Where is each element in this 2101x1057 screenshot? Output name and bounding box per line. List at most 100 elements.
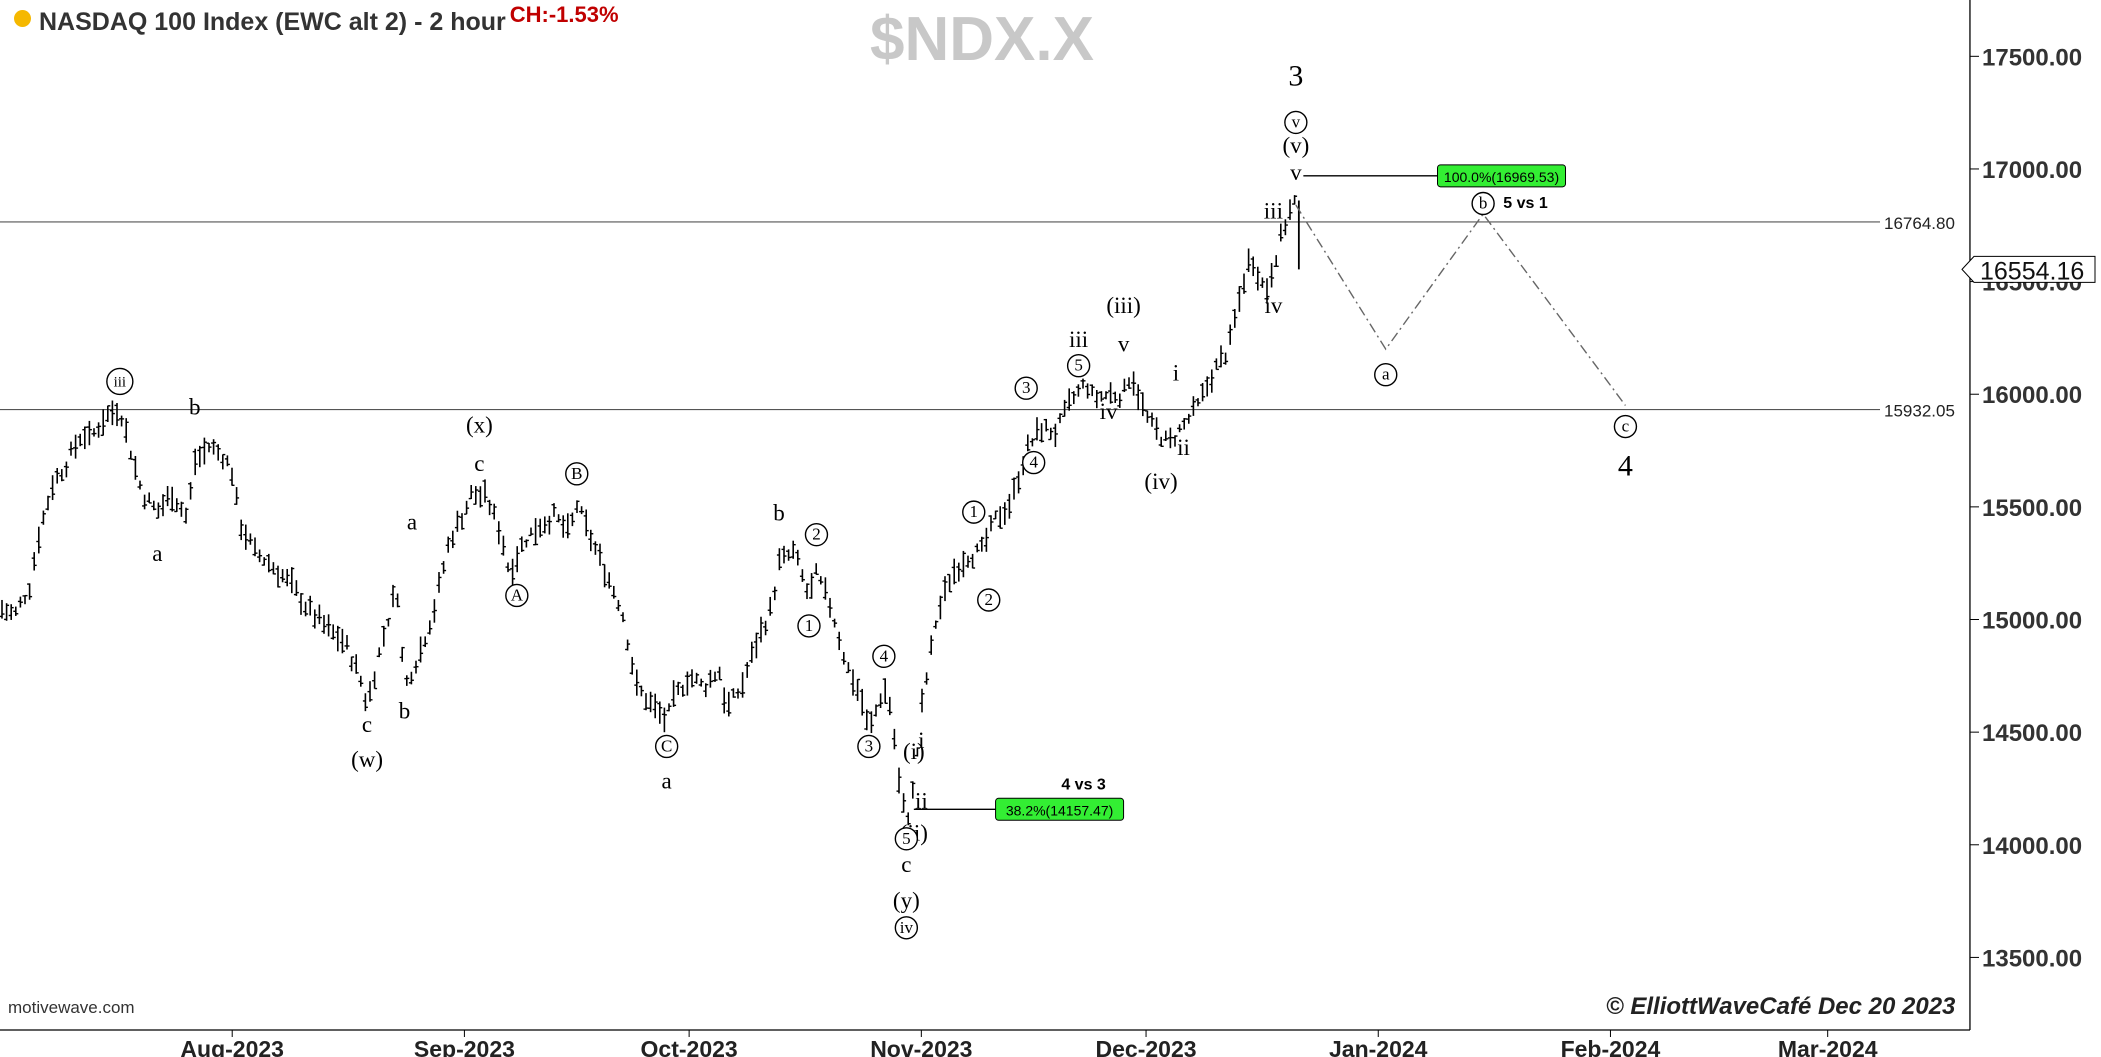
- price-bar: [753, 632, 759, 659]
- wave-label: iv: [900, 918, 914, 937]
- fib-note: 4 vs 3: [1061, 776, 1106, 793]
- price-bar: [1140, 392, 1146, 417]
- price-bar: [418, 636, 424, 663]
- x-tick-label: Nov-2023: [870, 1036, 972, 1057]
- price-bar: [206, 442, 212, 453]
- price-bar: [413, 660, 419, 674]
- wave-label: 5: [1074, 356, 1083, 375]
- price-bar: [339, 628, 345, 654]
- price-bar: [266, 553, 272, 573]
- x-tick-label: Dec-2023: [1096, 1036, 1197, 1057]
- price-bar: [703, 683, 709, 698]
- price-bar: [109, 400, 115, 426]
- price-bar: [1039, 423, 1045, 443]
- price-bar: [165, 485, 171, 507]
- wave-label: a: [662, 768, 672, 793]
- wave-label: (x): [466, 413, 493, 438]
- wave-label: B: [571, 464, 582, 483]
- y-axis-panel: [1970, 0, 2101, 1057]
- price-bar: [441, 561, 447, 574]
- price-bar: [790, 540, 796, 559]
- price-bar: [924, 672, 930, 685]
- price-bar: [473, 486, 479, 505]
- price-bar: [399, 646, 405, 662]
- price-bar: [174, 498, 180, 513]
- price-bar: [675, 681, 681, 696]
- wave-label: (i): [903, 739, 925, 764]
- price-bar: [31, 552, 37, 571]
- price-bar: [592, 541, 598, 555]
- fib-label: 38.2%(14157.47): [1006, 802, 1113, 818]
- price-bar: [546, 515, 552, 535]
- price-bar: [234, 487, 240, 505]
- status-dot-icon: [14, 10, 31, 27]
- wave-label: 3: [865, 736, 874, 755]
- price-bar: [1112, 391, 1118, 403]
- price-bar: [372, 671, 378, 690]
- price-bar: [1282, 219, 1288, 236]
- symbol-watermark: $NDX.X: [870, 5, 1094, 74]
- price-bar: [201, 437, 207, 465]
- price-bar: [280, 569, 286, 583]
- price-bar: [772, 586, 778, 601]
- wave-label: c: [362, 712, 372, 737]
- price-bar: [974, 543, 980, 553]
- wave-label: (iv): [1144, 469, 1177, 494]
- wave-label: c: [1622, 417, 1630, 436]
- price-bar: [155, 502, 161, 519]
- x-tick-label: Mar-2024: [1778, 1036, 1878, 1057]
- fib-label: 100.0%(16969.53): [1444, 169, 1559, 185]
- price-bar: [96, 422, 102, 438]
- wave-label: ii: [1177, 435, 1190, 460]
- price-bar: [22, 594, 28, 605]
- price-bar: [827, 597, 833, 618]
- wave-label: 4: [1618, 449, 1633, 482]
- price-bar: [947, 573, 953, 593]
- price-bar: [514, 546, 520, 573]
- wave-label: iii: [1069, 327, 1088, 352]
- wave-label: 5: [902, 829, 911, 848]
- price-bar: [123, 418, 129, 443]
- price-bar: [275, 565, 281, 588]
- wave-label: a: [152, 541, 162, 566]
- price-bar: [956, 562, 962, 582]
- price-bar: [303, 601, 309, 617]
- price-bar: [335, 625, 341, 652]
- price-bar: [583, 509, 589, 537]
- price-bar: [671, 680, 677, 707]
- price-bar: [459, 513, 465, 530]
- price-bar: [330, 624, 336, 640]
- price-bar: [689, 669, 695, 688]
- y-tick-label: 14500.00: [1982, 720, 2082, 747]
- price-bar: [105, 405, 111, 423]
- price-bar: [312, 609, 318, 629]
- price-bar: [229, 467, 235, 487]
- price-bar: [740, 672, 746, 698]
- price-bar: [487, 499, 493, 516]
- price-bar: [744, 662, 750, 678]
- price-bar: [942, 576, 948, 602]
- wave-label: (v): [1282, 133, 1309, 158]
- price-bar: [0, 599, 5, 619]
- wave-label: iii: [114, 374, 127, 390]
- price-bar: [698, 678, 704, 687]
- price-bar: [634, 669, 640, 696]
- price-bar: [491, 503, 497, 520]
- price-bar: [1131, 371, 1137, 396]
- wave-label: 3: [1288, 60, 1303, 93]
- price-bar: [983, 527, 989, 552]
- price-bar: [859, 688, 865, 716]
- projection-line: [1295, 204, 1626, 406]
- y-tick-label: 16000.00: [1982, 382, 2082, 409]
- price-bar: [1011, 477, 1017, 500]
- price-bar: [574, 500, 580, 514]
- price-bar: [615, 599, 621, 612]
- wave-label: (iii): [1106, 293, 1141, 318]
- price-bar: [137, 480, 143, 490]
- source-credit[interactable]: motivewave.com: [8, 998, 135, 1017]
- price-bar: [809, 573, 815, 599]
- price-bar: [151, 500, 157, 511]
- price-bar: [91, 428, 97, 437]
- wave-label: 1: [805, 616, 814, 635]
